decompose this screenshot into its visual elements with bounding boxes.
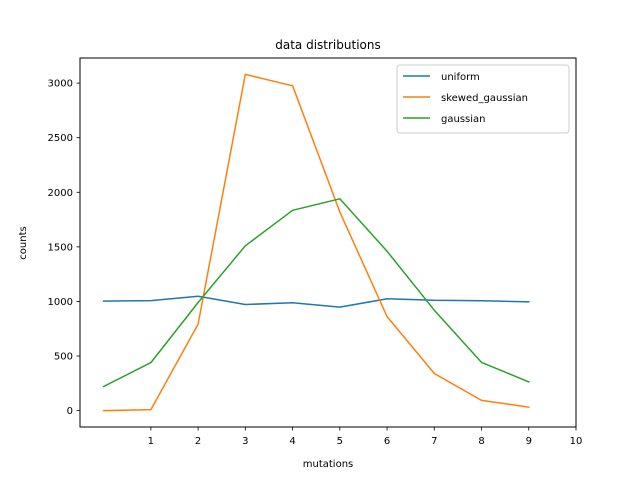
y-tick-label: 1500 xyxy=(48,242,73,253)
x-tick-label: 7 xyxy=(431,436,437,447)
x-tick-label: 4 xyxy=(289,436,295,447)
y-tick-label: 3000 xyxy=(48,79,73,90)
x-tick-label: 2 xyxy=(195,436,201,447)
series-line-uniform xyxy=(102,295,530,308)
y-tick-label: 500 xyxy=(54,352,73,363)
y-axis: 0 500 1000 1500 2000 2500 3000 xyxy=(48,79,80,417)
series-line-gaussian xyxy=(102,198,530,388)
legend-items: uniform skewed_gaussian gaussian xyxy=(403,72,528,125)
y-tick-label: 2000 xyxy=(48,188,73,199)
x-axis-label: mutations xyxy=(303,459,354,470)
series-line-skewed-gaussian xyxy=(102,73,530,412)
x-tick-label: 5 xyxy=(337,436,343,447)
legend-box xyxy=(396,64,570,134)
y-tick-label: 0 xyxy=(67,406,73,417)
chart-title: data distributions xyxy=(275,38,380,52)
series-layer xyxy=(102,73,530,412)
y-tick-label: 1000 xyxy=(48,297,73,308)
y-tick-label: 2500 xyxy=(48,133,73,144)
x-tick-label: 1 xyxy=(148,436,154,447)
x-tick-label: 10 xyxy=(570,436,583,447)
legend-label-skewed-gaussian: skewed_gaussian xyxy=(441,93,528,104)
x-tick-label: 6 xyxy=(384,436,390,447)
legend: uniform skewed_gaussian gaussian xyxy=(396,64,570,134)
legend-label-uniform: uniform xyxy=(441,72,480,83)
x-tick-label: 8 xyxy=(478,436,484,447)
legend-label-gaussian: gaussian xyxy=(441,114,485,125)
x-tick-label: 3 xyxy=(242,436,248,447)
x-axis: 1 2 3 4 5 6 7 8 9 10 xyxy=(148,427,583,447)
y-axis-label: counts xyxy=(18,226,29,259)
x-tick-label: 9 xyxy=(526,436,532,447)
plot-frame xyxy=(79,57,577,428)
